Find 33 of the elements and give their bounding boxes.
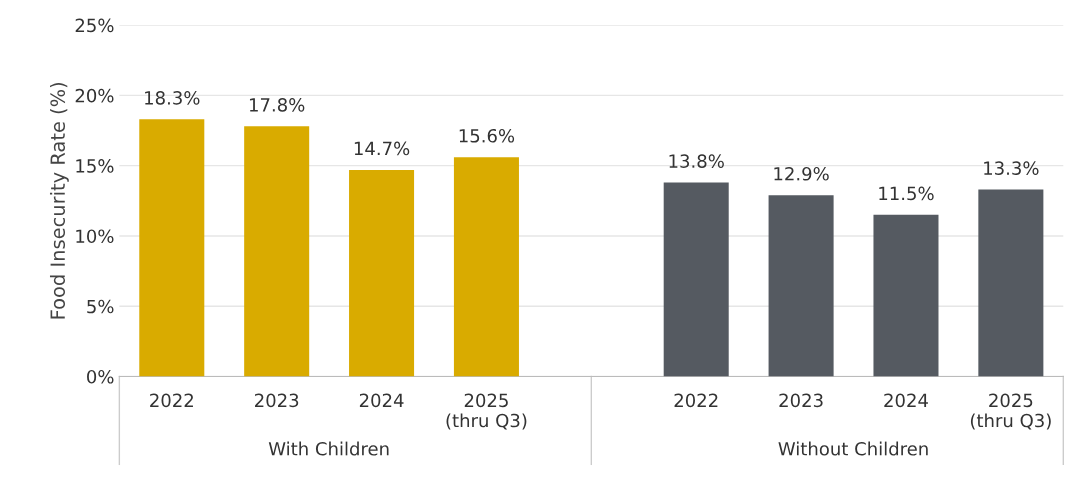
x-tick-label: 2022 xyxy=(150,393,193,408)
data-label: 13.3% xyxy=(984,161,1039,175)
data-label: 13.8% xyxy=(669,154,724,168)
bar xyxy=(768,195,834,377)
x-tick-label: 2022 xyxy=(674,393,718,408)
bar xyxy=(139,119,205,377)
bar xyxy=(453,157,519,377)
data-label: 11.5% xyxy=(879,186,934,201)
text: Without Children xyxy=(778,441,928,456)
x-tick-label: 2025 (thru Q3) xyxy=(446,393,527,430)
text: With Children xyxy=(268,441,389,456)
x-tick-label: 2023 xyxy=(779,393,823,408)
y-tick-label: 20% xyxy=(75,88,114,103)
bar xyxy=(978,189,1044,377)
x-tick-label: 2024 xyxy=(884,393,928,408)
data-label: 18.3% xyxy=(145,91,200,105)
x-tick-label: 2023 xyxy=(255,393,299,408)
data-label: 15.6% xyxy=(459,128,515,143)
bar xyxy=(349,169,415,377)
data-label: 12.9% xyxy=(774,166,829,181)
y-tick-label: 15% xyxy=(76,159,114,173)
x-tick-label: 2025 (thru Q3) xyxy=(970,393,1051,430)
data-label: 14.7% xyxy=(354,141,410,156)
bar xyxy=(873,214,939,377)
bar xyxy=(244,126,310,377)
bar xyxy=(663,182,729,377)
data-label: 17.8% xyxy=(249,98,305,112)
x-tick-label: 2024 xyxy=(359,393,404,408)
y-tick-label: 0% xyxy=(87,369,114,384)
y-tick-label: 10% xyxy=(76,229,114,244)
y-tick-label: 25% xyxy=(75,18,114,33)
y-axis-title: Food Insecurity Rate (%) xyxy=(49,82,69,319)
y-tick-label: 5% xyxy=(87,299,114,314)
